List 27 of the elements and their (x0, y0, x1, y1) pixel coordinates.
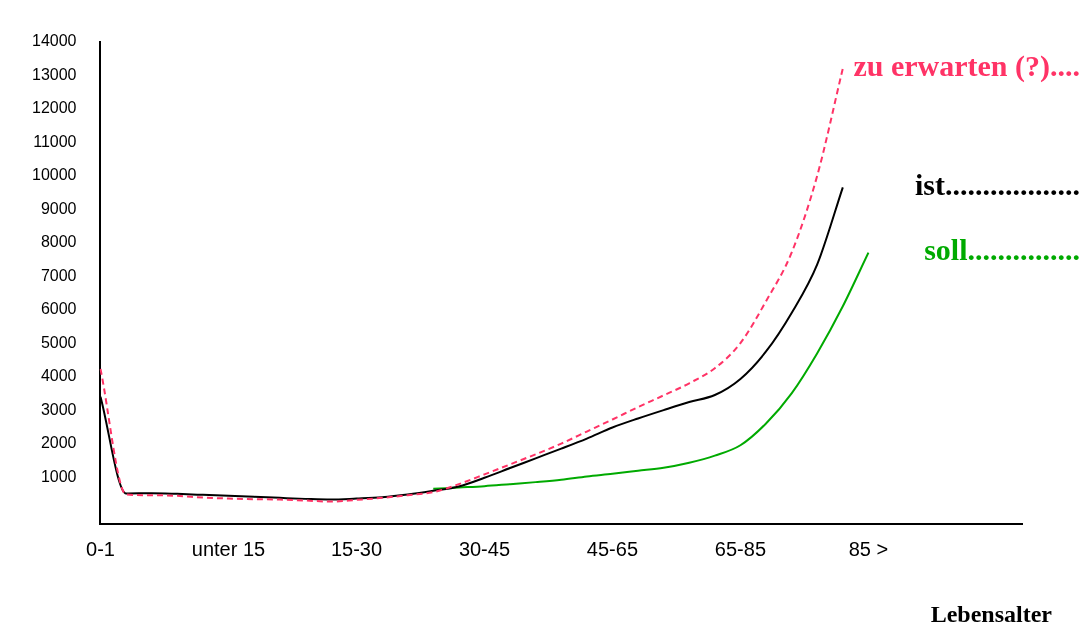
x-axis-title: Lebensalter (930, 601, 1053, 627)
y-tick-label: 11000 (33, 132, 77, 150)
line-series (432, 251, 870, 490)
y-tick-label: 10000 (31, 166, 77, 184)
x-tick-label: 45-65 (586, 537, 639, 560)
y-tick-label: 8000 (40, 233, 77, 251)
x-tick-label: 85 > (848, 537, 889, 560)
y-tick-label: 12000 (31, 99, 77, 117)
series-label: soll............... (924, 233, 1080, 267)
series-label: zu erwarten (?).... (853, 49, 1080, 84)
y-tick-label: 14000 (31, 32, 77, 50)
x-tick-label: 0-1 (86, 537, 115, 560)
y-tick-label: 5000 (40, 333, 77, 351)
x-tick-label: 65-85 (714, 537, 767, 560)
y-tick-label: 6000 (40, 300, 77, 318)
y-tick-label: 2000 (40, 434, 77, 452)
y-tick-label: 4000 (40, 367, 77, 385)
x-tick-label: 30-45 (458, 537, 511, 560)
y-tick-label: 3000 (40, 400, 77, 418)
y-tick-label: 13000 (31, 65, 77, 83)
y-tick-label: 9000 (40, 199, 77, 217)
x-tick-label: unter 15 (191, 537, 266, 560)
x-tick-label: 15-30 (330, 537, 383, 560)
text: ist.................. (915, 168, 1080, 202)
y-tick-label: 7000 (40, 266, 77, 284)
line-series (99, 67, 844, 503)
y-tick-label: 1000 (40, 467, 77, 485)
